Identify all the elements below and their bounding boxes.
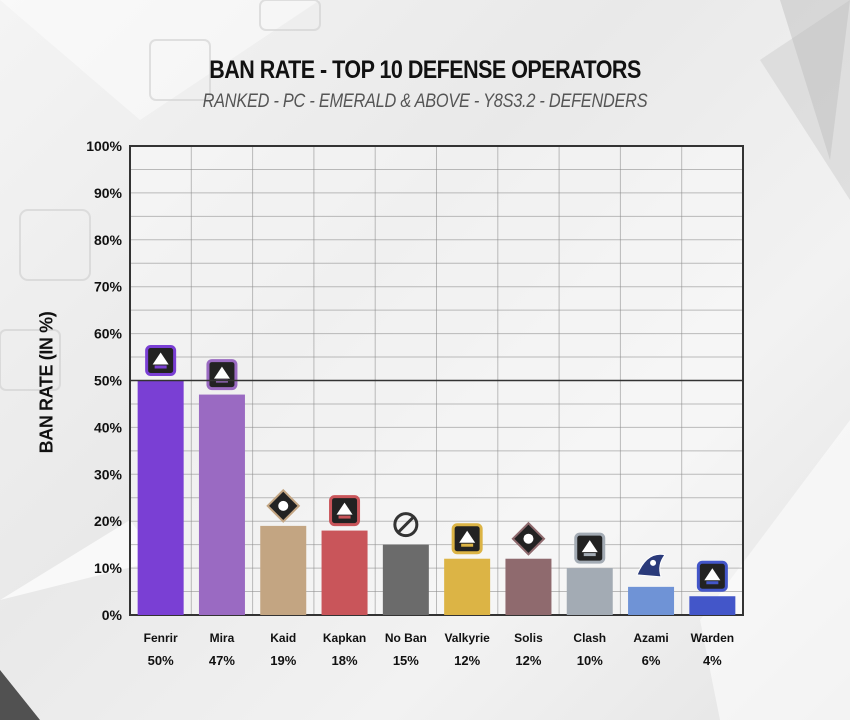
valkyrie-icon [451,523,483,555]
kapkan-icon [329,495,361,527]
x-category-label: Kaid [270,631,296,645]
bar [137,380,184,615]
bar-value-label: 18% [332,653,358,668]
chart-header: BAN RATE - TOP 10 DEFENSE OPERATORS RANK… [0,56,850,113]
y-tick-label: 70% [94,279,123,295]
y-tick-label: 10% [94,560,123,576]
fenrir-icon [145,345,177,376]
x-category-label: Mira [210,631,235,645]
bar-value-label: 10% [577,653,603,668]
y-tick-label: 50% [94,373,123,389]
bar [444,558,491,615]
mira-icon [206,359,238,391]
y-tick-label: 30% [94,466,123,482]
bar [198,394,245,615]
y-tick-label: 80% [94,232,123,248]
bar [628,586,675,615]
bar-value-label: 19% [270,653,296,668]
solis-icon [511,521,546,556]
bar [689,596,736,615]
chart-subtitle: RANKED - PC - EMERALD & ABOVE - Y8S3.2 -… [202,91,648,112]
y-tick-label: 0% [102,607,123,623]
x-category-label: Clash [573,631,606,645]
y-tick-label: 60% [94,326,123,342]
x-category-label: Solis [514,631,543,645]
bar [566,568,613,615]
no-ban-icon [393,512,419,538]
bar [321,530,368,615]
y-tick-label: 100% [86,138,122,154]
x-category-label: Fenrir [144,631,178,645]
x-category-label: No Ban [385,631,427,645]
x-category-label: Valkyrie [444,631,490,645]
y-tick-label: 90% [94,185,123,201]
bar-value-label: 47% [209,653,235,668]
bar-value-label: 6% [642,653,661,668]
bar [260,525,307,615]
bar-value-label: 50% [148,653,174,668]
bar-value-label: 4% [703,653,722,668]
bar-value-label: 12% [454,653,480,668]
clash-icon [574,532,606,564]
azami-icon [636,553,666,578]
bar [505,558,552,615]
x-category-label: Kapkan [323,631,366,645]
y-tick-label: 20% [94,513,123,529]
x-category-label: Azami [633,631,668,645]
kaid-icon [266,488,301,523]
x-category-label: Warden [691,631,735,645]
bar-value-label: 12% [515,653,541,668]
bar-value-label: 15% [393,653,419,668]
warden-icon [696,560,728,592]
y-tick-label: 40% [94,419,123,435]
chart-title: BAN RATE - TOP 10 DEFENSE OPERATORS [209,56,641,84]
bar [382,544,429,615]
